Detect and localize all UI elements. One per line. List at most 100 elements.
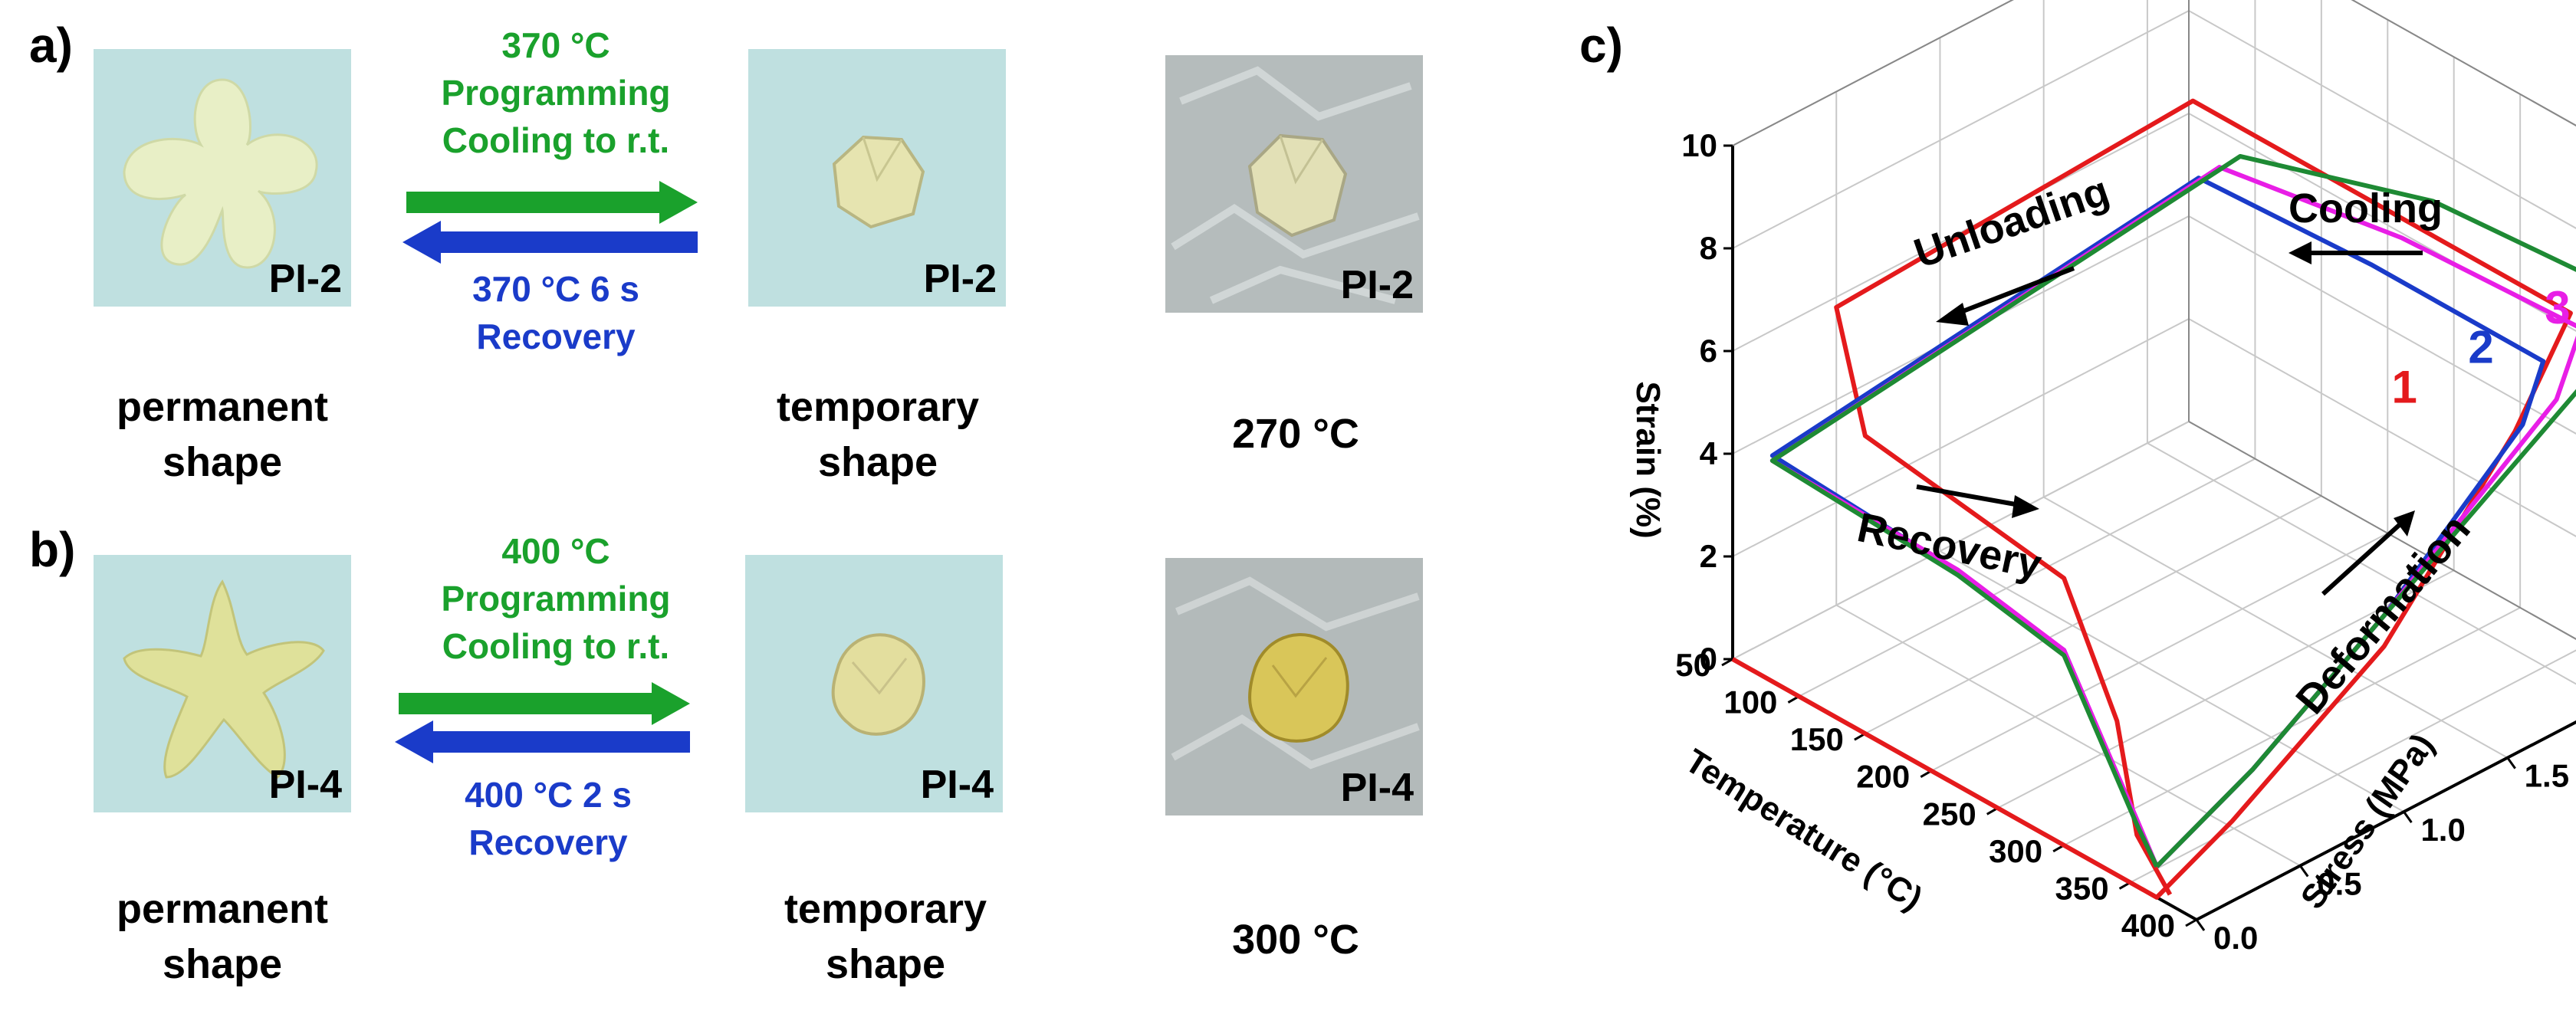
y-tick-mark [2195,919,2206,931]
series-label-1: 1 [2391,361,2417,412]
x-tick-label: 200 [1856,759,1910,795]
caption-line: permanent [116,384,329,430]
y-tick-mark [2506,756,2516,770]
grid-line [1732,0,2014,146]
panel-label-a: a) [29,18,73,73]
grid-line [1997,569,2455,809]
z-tick-label: 8 [1700,230,1717,266]
grid-line [2130,649,2576,884]
recovery-condition: 370 °C 6 s [472,269,639,309]
caption-line: shape [162,439,283,485]
grid-line [2188,113,2576,332]
caption-line: shape [825,941,946,987]
flower-film-icon [123,78,318,269]
grid-line [1732,421,2190,660]
y-tick-label: 1.0 [2420,812,2465,848]
frame-line [1732,0,2014,146]
caption-line: temporary [784,886,987,932]
x-tick-label: 400 [2121,907,2175,943]
grid-line [1865,495,2322,735]
programming-label-b: 400 °C Programming Cooling to r.t. [387,527,724,670]
sample-tag: PI-2 [268,257,342,301]
y-axis-line [2196,720,2576,921]
grid-line [1732,318,2190,557]
annotation-arrowhead-unloading [1936,303,1969,326]
programming-arrow-a [406,181,698,224]
y-tick-mark [2403,811,2413,823]
recovery-arrow-a [402,221,698,264]
star-film-icon [123,579,325,779]
series-label-2: 2 [2468,322,2493,373]
x-tick-label: 50 [1675,647,1711,683]
x-tick-label: 150 [1790,721,1844,757]
z-tick-label: 0 [1700,641,1717,677]
x-tick-label: 250 [1923,796,1976,832]
grid-line [2147,442,2576,685]
folded-film-icon [832,135,925,229]
series-line-1 [1731,98,2573,900]
chart-tick-labels: 501001502002503003504000.00.51.01.52.002… [1675,127,2569,956]
photo-temporary-b: PI-4 [745,555,1003,812]
caption-line: shape [817,439,938,485]
photo-recovered-a: PI-2 [1165,55,1423,313]
x-tick-mark [2185,918,2197,927]
y-tick-label: 0.5 [2317,866,2361,902]
photo-permanent-a: PI-2 [94,49,351,307]
sample-tag: PI-2 [1340,263,1414,307]
z-tick-label: 4 [1700,435,1718,471]
sample-tag: PI-4 [1340,766,1414,810]
grid-line [1835,604,2301,867]
grid-line [1939,550,2404,812]
caption-permanent-b: permanent shape [73,881,372,992]
series-line-4 [1769,153,2576,868]
annotation-arrowhead-cooling [2288,241,2312,264]
grid-line [2188,215,2576,435]
programming-temp: 370 °C [501,25,610,65]
z-tick-label: 2 [1700,538,1717,574]
recovery-text: Recovery [468,822,628,862]
photo-temporary-a: PI-2 [748,49,1006,307]
caption-temperature-a: 270 °C [1232,411,1359,457]
frame-line [2188,421,2576,640]
y-tick-mark [2299,865,2309,878]
sample-tag: PI-4 [268,763,342,807]
caption-temporary-b: temporary shape [736,881,1035,992]
recovered-film-icon [1165,55,1423,313]
programming-text: Programming [441,73,671,113]
recovery-label-b: 400 °C 2 s Recovery [380,771,717,866]
recovery-text: Recovery [476,317,636,356]
grid-line [1798,458,2256,697]
caption-line: shape [162,941,283,987]
frame-line [2351,0,2576,126]
programming-text: Programming [441,579,671,619]
grid-line [1732,10,2190,249]
folded-star-icon [831,633,925,736]
caption-line: temporary [776,384,980,430]
annotation-arrowhead-deformation [2394,510,2415,537]
x-tick-label: 350 [2055,870,2108,906]
z-tick-label: 6 [1700,333,1717,369]
grid-line [2043,496,2509,759]
programming-cooling: Cooling to r.t. [442,626,670,666]
caption-temperature-b: 300 °C [1232,917,1359,963]
strain-3d-chart: 501001502002503003504000.00.51.01.52.002… [1629,0,2576,956]
caption-line: permanent [116,886,329,932]
recovery-condition: 400 °C 2 s [465,775,632,815]
recovered-star-icon [1165,558,1423,815]
x-tick-label: 300 [1989,833,2042,869]
caption-temporary-a: temporary shape [728,379,1027,490]
y-axis-label: Stress (MPa) [2294,727,2442,915]
annotation-arrow-deformation [2321,519,2406,596]
y-tick-label: 1.5 [2525,758,2569,794]
y-tick-label: 0.0 [2213,920,2258,956]
grid-line [2351,0,2576,126]
programming-cooling: Cooling to r.t. [442,120,670,160]
grid-line [1732,113,2190,352]
z-axis-label: Strain (%) [1629,381,1667,538]
annotation-cooling: Cooling [2288,185,2443,231]
panel-label-c: c) [1579,18,1623,73]
programming-temp: 400 °C [501,531,610,571]
x-tick-label: 100 [1723,684,1777,720]
caption-permanent-a: permanent shape [73,379,372,490]
panel-label-b: b) [29,522,76,577]
